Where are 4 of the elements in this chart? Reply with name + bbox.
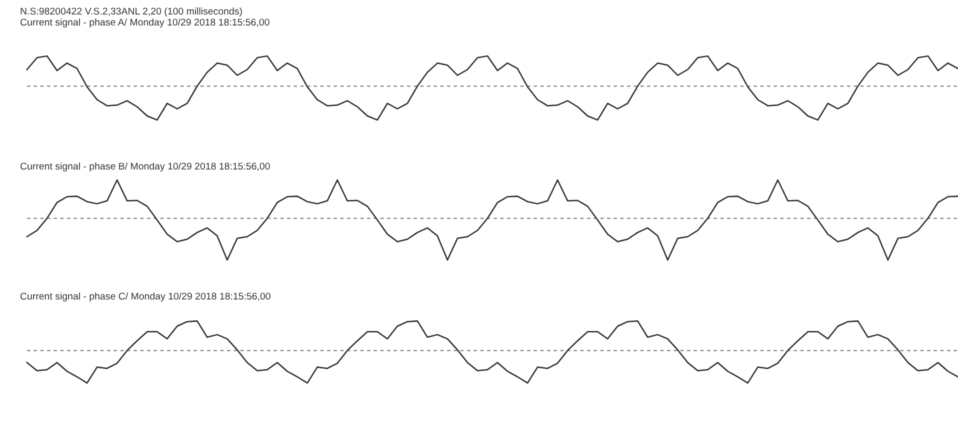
chart-title: N.S:98200422 V.S.2,33ANL 2,20 (100 milliseconds) [20, 7, 242, 17]
chart-title: Current signal - phase C/ Monday 10/29 2018 18:15:56,00 [20, 292, 270, 302]
chart-title: Current signal - phase B/ Monday 10/29 2018 18:15:56,00 [20, 162, 270, 172]
chart-subtitle: Current signal - phase A/ Monday 10/29 2018 18:15:56,00 [20, 18, 270, 28]
